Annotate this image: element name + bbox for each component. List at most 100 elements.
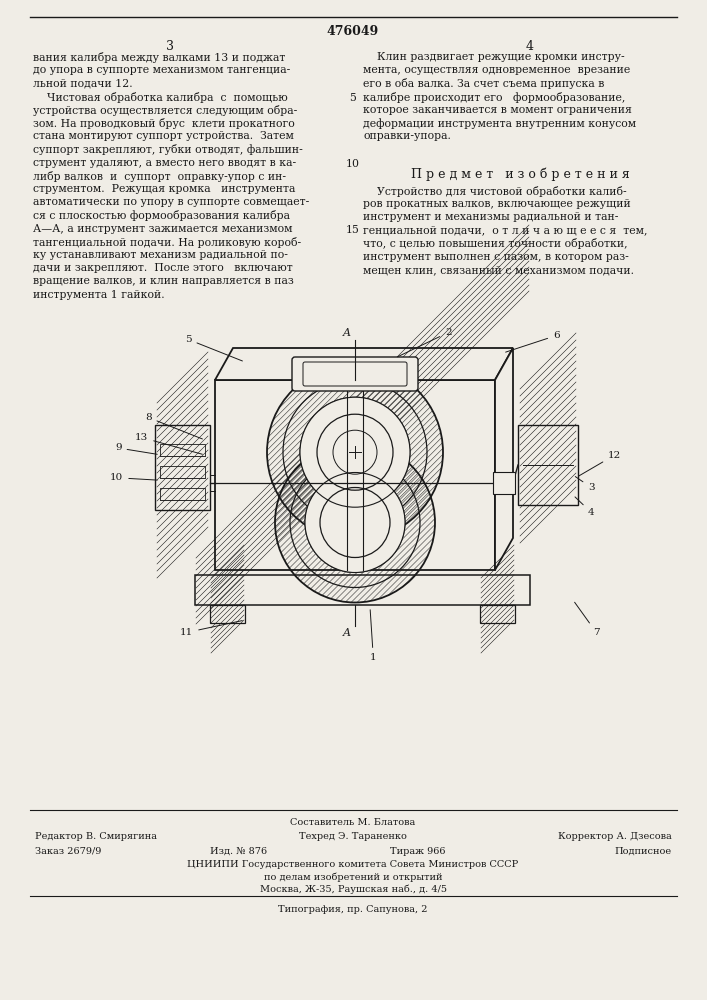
Text: 2: 2 [397,328,452,357]
Bar [160,488,205,500]
Text: струмент удаляют, а вместо него вводят в ка-: струмент удаляют, а вместо него вводят в… [33,158,296,168]
Text: что, с целью повышения точности обработки,: что, с целью повышения точности обработк… [363,238,628,249]
Bar [195,575,530,605]
Text: 8: 8 [145,413,202,439]
Text: 476049: 476049 [327,25,379,38]
Text: суппорт закрепляют, губки отводят, фальшин-: суппорт закрепляют, губки отводят, фальш… [33,144,303,155]
Bar [155,425,210,510]
Text: 4: 4 [526,40,534,53]
Bar [518,425,578,505]
Bar [518,425,578,505]
Bar [195,575,530,605]
Text: Редактор В. Смирягина: Редактор В. Смирягина [35,832,157,841]
FancyBboxPatch shape [292,357,418,391]
Bar [155,425,210,510]
Bar [195,575,530,605]
Bar [155,425,210,510]
Text: Изд. № 876: Изд. № 876 [210,847,267,856]
Text: Заказ 2679/9: Заказ 2679/9 [35,847,101,856]
Text: льной подачи 12.: льной подачи 12. [33,78,133,88]
Bar [518,425,578,505]
Bar [195,575,530,605]
Bar [480,605,515,623]
Bar [210,605,245,623]
Bar [155,425,210,510]
Bar [480,605,515,623]
Bar [210,605,245,623]
Text: Техред Э. Тараненко: Техред Э. Тараненко [299,832,407,841]
Bar [210,605,245,623]
Bar [518,425,578,505]
Text: 7: 7 [575,602,600,637]
Text: зом. На проводковый брус  клети прокатного: зом. На проводковый брус клети прокатног… [33,118,295,129]
Bar [155,425,210,510]
Bar [210,605,245,623]
Bar [155,425,210,510]
Bar [215,380,495,570]
Text: 10: 10 [346,159,360,169]
Text: 11: 11 [180,621,243,637]
Bar [210,605,245,623]
Text: П р е д м е т   и з о б р е т е н и я: П р е д м е т и з о б р е т е н и я [411,168,629,181]
Text: струментом.  Режущая кромка   инструмента: струментом. Режущая кромка инструмента [33,184,296,194]
Bar [160,466,205,478]
Text: A: A [343,628,351,638]
Text: 4: 4 [575,497,595,517]
Text: 9: 9 [115,444,157,454]
Bar [155,425,210,510]
Bar [210,605,245,623]
Bar [155,425,210,510]
Text: либр валков  и  суппорт  оправку-упор с ин-: либр валков и суппорт оправку-упор с ин- [33,171,286,182]
Bar [518,425,578,505]
Bar [518,425,578,505]
Bar [210,605,245,623]
Text: инструмент выполнен с пазом, в котором раз-: инструмент выполнен с пазом, в котором р… [363,252,629,262]
Bar [155,425,210,510]
Text: которое заканчивается в момент ограничения: которое заканчивается в момент ограничен… [363,105,632,115]
Text: его в оба валка. За счет съема припуска в: его в оба валка. За счет съема припуска … [363,78,604,89]
Bar [210,605,245,623]
Text: А—А, а инструмент зажимается механизмом: А—А, а инструмент зажимается механизмом [33,224,293,234]
Text: Подписное: Подписное [615,847,672,856]
Text: до упора в суппорте механизмом тангенциа-: до упора в суппорте механизмом тангенциа… [33,65,291,75]
Bar [480,605,515,623]
Text: дачи и закрепляют.  После этого   включают: дачи и закрепляют. После этого включают [33,263,293,273]
Bar [195,575,530,605]
Bar [155,425,210,510]
Text: Составитель М. Блатова: Составитель М. Блатова [291,818,416,827]
Text: 5: 5 [185,335,243,361]
Bar [195,575,530,605]
Bar [195,575,530,605]
Bar [480,605,515,623]
Bar [155,425,210,510]
Bar [518,425,578,505]
Text: 10: 10 [110,473,157,482]
Bar [518,425,578,505]
Bar [210,605,245,623]
Bar [195,575,530,605]
Text: ров прокатных валков, включающее режущий: ров прокатных валков, включающее режущий [363,199,631,209]
Bar [480,605,515,623]
Polygon shape [495,348,513,570]
Text: вания калибра между валками 13 и поджат: вания калибра между валками 13 и поджат [33,52,286,63]
Bar [160,444,205,456]
Bar [155,425,210,510]
Bar [480,605,515,623]
Bar [155,425,210,510]
Bar [155,425,210,510]
Text: стана монтируют суппорт устройства.  Затем: стана монтируют суппорт устройства. Зате… [33,131,294,141]
Bar [480,605,515,623]
Text: генциальной подачи,  о т л и ч а ю щ е е с я  тем,: генциальной подачи, о т л и ч а ю щ е е … [363,225,648,235]
Text: калибре происходит его   формообразование,: калибре происходит его формообразование, [363,92,626,103]
Text: 15: 15 [346,225,360,235]
Text: 13: 13 [135,433,202,454]
Bar [155,425,210,510]
Text: инструмент и механизмы радиальной и тан-: инструмент и механизмы радиальной и тан- [363,212,619,222]
Text: 12: 12 [578,451,621,476]
Bar [155,425,210,510]
Bar [195,575,530,605]
Bar [155,425,210,510]
Text: Типография, пр. Сапунова, 2: Типография, пр. Сапунова, 2 [279,905,428,914]
Text: тангенциальной подачи. На роликовую короб-: тангенциальной подачи. На роликовую коро… [33,237,301,248]
Text: Тираж 966: Тираж 966 [390,847,445,856]
